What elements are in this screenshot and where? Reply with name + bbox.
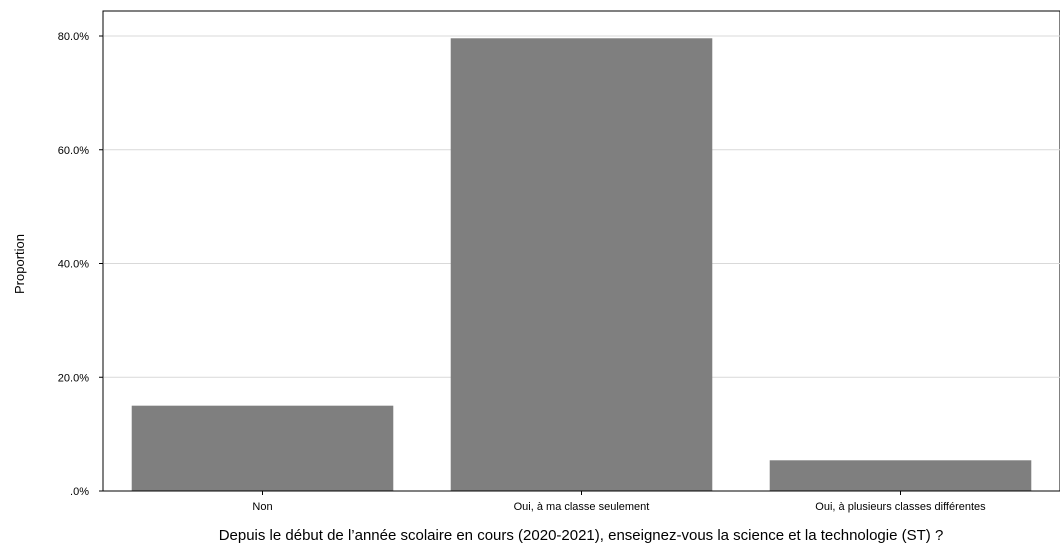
y-axis-label: Proportion: [12, 234, 27, 294]
bar: [450, 38, 713, 492]
y-tick-label: .0%: [70, 486, 89, 498]
bars-layer: [131, 38, 1032, 492]
y-tick-label: 20.0%: [58, 372, 89, 384]
y-tick-label: 60.0%: [58, 145, 89, 157]
x-axis-label: Depuis le début de l’année scolaire en c…: [219, 527, 944, 544]
y-axis-ticks: .0% 20.0% 40.0% 60.0% 80.0%: [58, 31, 103, 498]
x-category-label: Oui, à ma classe seulement: [514, 501, 650, 513]
x-category-label: Non: [252, 501, 272, 513]
x-category-label: Oui, à plusieurs classes différentes: [815, 501, 986, 513]
y-tick-label: 80.0%: [58, 31, 89, 43]
bar: [769, 460, 1032, 491]
bar: [131, 405, 394, 491]
y-tick-label: 40.0%: [58, 259, 89, 271]
x-axis-ticks: Non Oui, à ma classe seulement Oui, à plus…: [103, 490, 1060, 513]
